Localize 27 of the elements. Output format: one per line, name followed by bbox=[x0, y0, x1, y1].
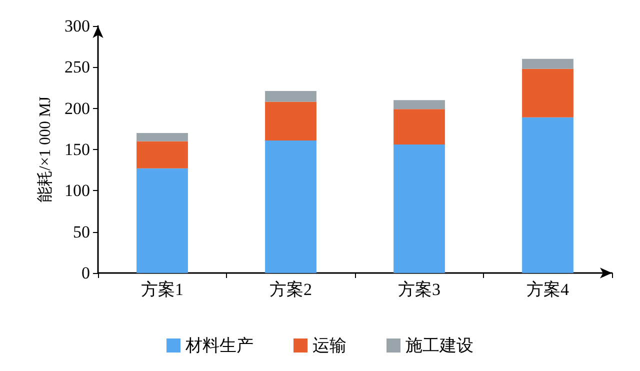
x-tick-label: 方案1 bbox=[141, 280, 184, 299]
bar bbox=[394, 100, 445, 110]
x-tick-label: 方案4 bbox=[526, 280, 570, 299]
y-tick-label: 100 bbox=[64, 181, 90, 200]
y-tick-label: 300 bbox=[64, 16, 90, 36]
legend-label: 施工建设 bbox=[406, 336, 474, 355]
x-tick-label: 方案3 bbox=[398, 280, 440, 299]
bar bbox=[394, 144, 445, 273]
bar bbox=[394, 109, 445, 145]
bar bbox=[136, 141, 188, 168]
y-tick-label: 0 bbox=[82, 264, 90, 282]
bar bbox=[265, 91, 316, 102]
bar bbox=[522, 58, 574, 69]
legend-label: 运输 bbox=[312, 336, 346, 355]
y-tick-label: 50 bbox=[73, 222, 90, 242]
x-tick-label: 方案2 bbox=[270, 280, 312, 299]
y-tick-label: 200 bbox=[64, 98, 90, 118]
bar bbox=[136, 168, 188, 273]
legend-label: 材料生产 bbox=[184, 336, 254, 355]
y-axis-title: 能耗/×1 000 MJ bbox=[36, 96, 54, 202]
y-tick-label: 250 bbox=[64, 58, 90, 77]
bar bbox=[522, 117, 574, 273]
bar bbox=[136, 133, 188, 142]
y-tick-label: 150 bbox=[64, 140, 90, 159]
bar bbox=[265, 102, 316, 140]
bar bbox=[522, 68, 574, 118]
bar bbox=[265, 140, 316, 273]
